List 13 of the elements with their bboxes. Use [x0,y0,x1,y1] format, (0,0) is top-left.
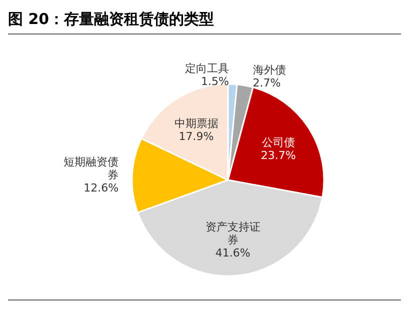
slice-label: 定向工具 [184,62,229,76]
data-label: 41.6% [215,246,250,260]
slice-label: 中期票据 [174,117,218,130]
slice-label: 资产支持证券 [205,220,260,246]
data-label: 2.7% [252,76,281,90]
data-label: 12.6% [84,182,119,195]
data-label: 23.7% [260,148,296,162]
slice-label: 海外债 [252,64,286,77]
chart-title: 图 20：存量融资租赁债的类型 [8,10,214,28]
slice-label: 公司债 [262,136,295,149]
data-label: 17.9% [178,130,214,144]
data-label: 1.5% [201,75,229,88]
slice-label: 短期融资债券 [64,156,119,182]
